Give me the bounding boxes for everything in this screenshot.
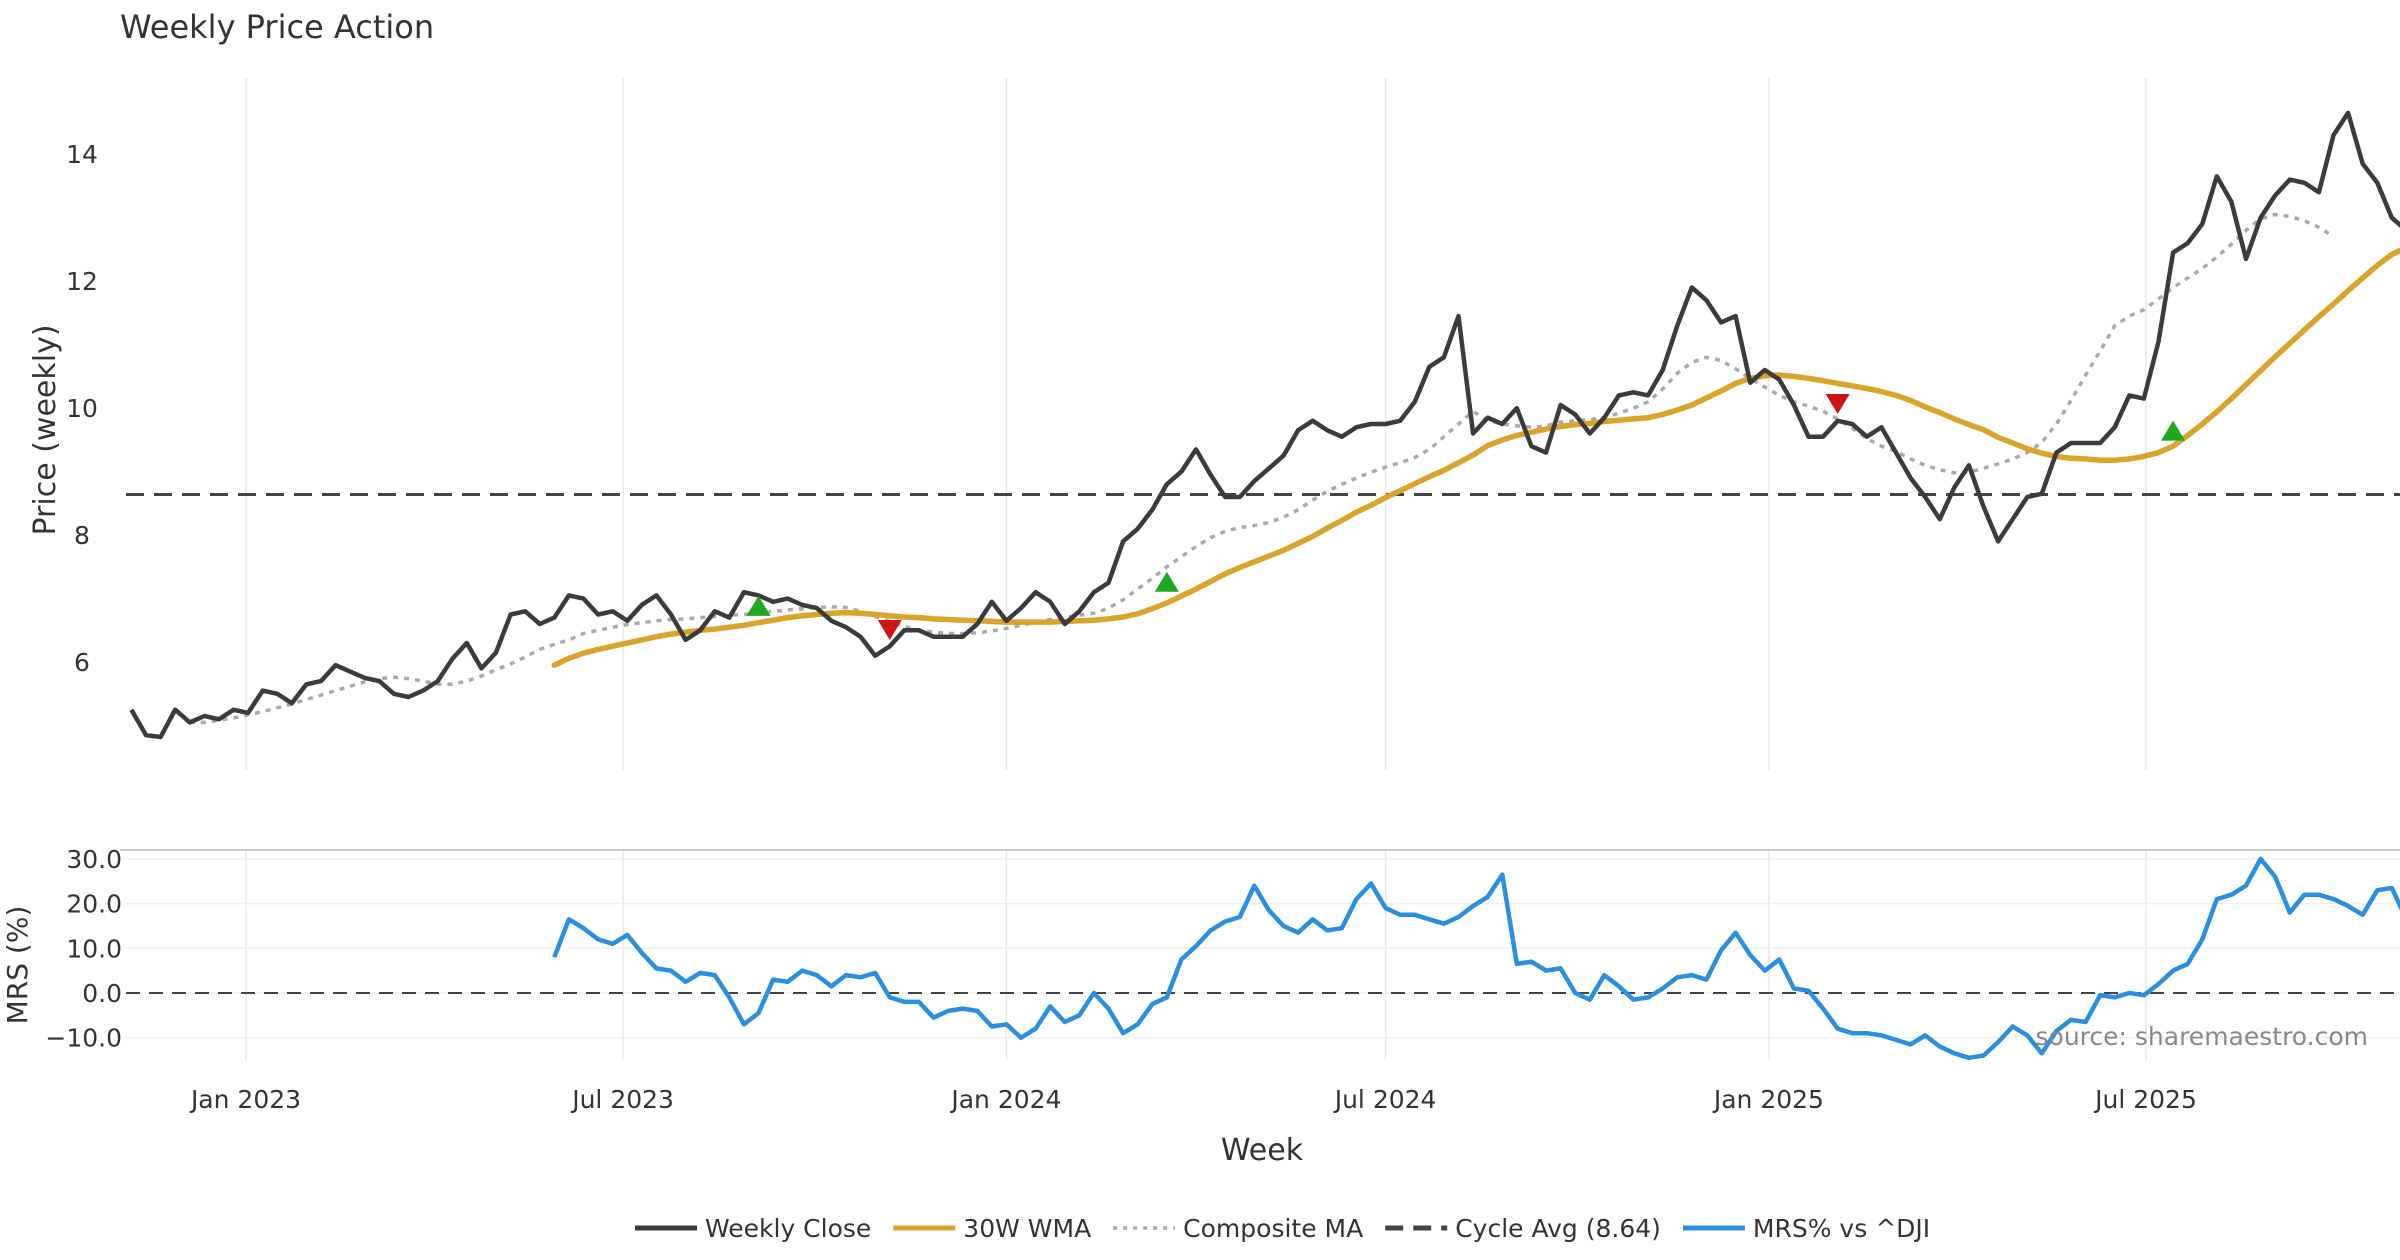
chart-title: Weekly Price Action bbox=[120, 8, 434, 46]
buy-signal-marker bbox=[746, 595, 771, 616]
legend-label: Composite MA bbox=[1183, 1214, 1363, 1243]
x-tick-label: Jan 2025 bbox=[1712, 1085, 1824, 1114]
x-tick-label: Jul 2023 bbox=[570, 1085, 674, 1114]
price-y-tick-label: 6 bbox=[74, 648, 90, 677]
sell-signal-marker bbox=[1825, 394, 1850, 415]
source-annotation: source: sharemaestro.com bbox=[2036, 1022, 2369, 1051]
x-tick-label: Jan 2024 bbox=[949, 1085, 1061, 1114]
legend-item: Weekly Close bbox=[635, 1214, 871, 1243]
price-y-axis: 6 8 10 12 14 bbox=[66, 140, 98, 677]
legend-label: Weekly Close bbox=[705, 1214, 871, 1243]
mrs-series bbox=[552, 856, 2400, 1061]
sell-signal-marker bbox=[877, 620, 902, 641]
mrs-line bbox=[552, 856, 2400, 1061]
mrs-y-label: MRS (%) bbox=[1, 906, 34, 1025]
x-axis: Jan 2023 Jul 2023 Jan 2024 Jul 2024 Jan 2025… bbox=[189, 1085, 2197, 1114]
composite-ma-line bbox=[189, 212, 2335, 725]
mrs-y-tick-label: −10.0 bbox=[45, 1024, 122, 1053]
price-y-tick-label: 14 bbox=[66, 140, 98, 169]
legend: Weekly Close 30W WMA Composite MA Cycle Avg… bbox=[635, 1214, 1930, 1243]
x-tick-label: Jul 2025 bbox=[2093, 1085, 2197, 1114]
buy-signal-marker bbox=[1154, 571, 1179, 592]
signal-markers bbox=[746, 394, 2186, 641]
x-tick-label: Jan 2023 bbox=[189, 1085, 301, 1114]
price-series bbox=[129, 110, 2400, 740]
wma30-line bbox=[551, 247, 2400, 668]
mrs-y-tick-label: 0.0 bbox=[82, 979, 122, 1008]
legend-item: 30W WMA bbox=[893, 1214, 1091, 1243]
price-y-tick-label: 8 bbox=[74, 521, 90, 550]
legend-label: MRS% vs ^DJI bbox=[1753, 1214, 1930, 1243]
legend-label: 30W WMA bbox=[963, 1214, 1091, 1243]
mrs-y-tick-label: 20.0 bbox=[66, 890, 122, 919]
price-grid bbox=[245, 78, 2147, 770]
price-y-tick-label: 10 bbox=[66, 394, 98, 423]
legend-item: Cycle Avg (8.64) bbox=[1385, 1214, 1661, 1243]
price-y-tick-label: 12 bbox=[66, 267, 98, 296]
x-tick-label: Jul 2024 bbox=[1333, 1085, 1437, 1114]
legend-label: Cycle Avg (8.64) bbox=[1455, 1214, 1661, 1243]
weekly-close-line bbox=[129, 110, 2400, 740]
legend-item: Composite MA bbox=[1113, 1214, 1363, 1243]
price-y-label: Price (weekly) bbox=[28, 324, 63, 535]
x-axis-label: Week bbox=[1221, 1133, 1304, 1168]
mrs-y-tick-label: 10.0 bbox=[66, 934, 122, 963]
legend-item: MRS% vs ^DJI bbox=[1682, 1214, 1930, 1243]
mrs-y-tick-label: 30.0 bbox=[66, 845, 122, 874]
buy-signal-marker bbox=[2161, 420, 2186, 441]
mrs-y-axis: −10.0 0.0 10.0 20.0 30.0 bbox=[45, 845, 122, 1053]
